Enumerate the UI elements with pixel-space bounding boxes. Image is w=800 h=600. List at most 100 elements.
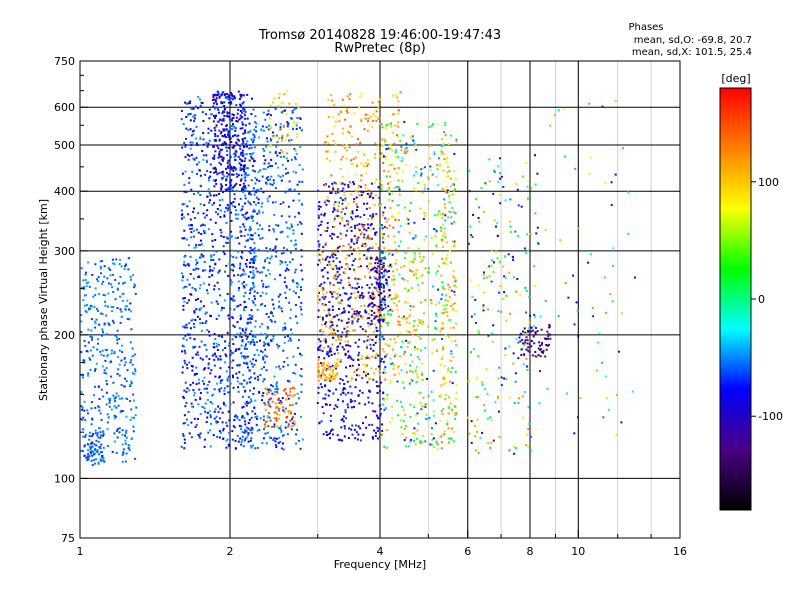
data-point <box>430 299 433 302</box>
data-point <box>411 370 414 373</box>
data-point <box>234 237 237 240</box>
data-point <box>445 394 448 396</box>
data-point <box>447 175 450 178</box>
data-point <box>212 145 215 148</box>
data-point <box>211 402 214 405</box>
data-point <box>449 319 452 321</box>
data-point <box>125 436 128 439</box>
data-point <box>87 449 90 452</box>
data-point <box>237 134 240 137</box>
data-point <box>380 325 383 328</box>
data-point <box>434 228 437 231</box>
data-point <box>239 93 242 96</box>
data-point <box>346 321 348 324</box>
data-point <box>274 247 277 250</box>
data-point <box>185 390 188 393</box>
data-point <box>268 225 271 228</box>
data-point <box>129 383 132 386</box>
data-point <box>89 446 92 449</box>
data-point <box>227 344 230 347</box>
data-point <box>338 120 341 123</box>
data-point <box>323 281 326 284</box>
data-point <box>236 217 239 220</box>
data-point <box>266 257 269 259</box>
data-point <box>114 334 117 337</box>
data-point <box>250 146 253 149</box>
data-point <box>190 224 193 226</box>
data-point <box>452 183 455 186</box>
data-point <box>448 194 451 197</box>
data-point <box>493 169 496 172</box>
data-point <box>358 258 361 261</box>
data-point <box>441 138 443 141</box>
data-point <box>437 443 440 446</box>
data-point <box>514 372 517 375</box>
data-point <box>357 354 360 357</box>
data-point <box>435 327 437 330</box>
data-point <box>445 175 448 178</box>
data-point <box>445 262 447 265</box>
data-point <box>393 278 396 281</box>
data-point <box>297 346 300 349</box>
data-point <box>254 399 257 402</box>
data-point <box>80 373 83 376</box>
data-point <box>242 110 245 113</box>
data-point <box>244 291 247 294</box>
data-point <box>250 234 253 237</box>
data-point <box>359 294 362 297</box>
data-point <box>270 175 273 178</box>
data-point <box>226 209 229 212</box>
data-point <box>377 417 380 420</box>
data-point <box>416 355 419 358</box>
data-point <box>257 234 260 237</box>
data-point <box>222 144 224 146</box>
data-point <box>401 170 404 173</box>
data-point <box>525 444 528 447</box>
data-point <box>257 201 260 204</box>
data-point <box>380 316 383 319</box>
data-point <box>80 449 83 452</box>
data-point <box>244 329 247 331</box>
data-point <box>528 350 531 353</box>
data-point <box>509 231 512 233</box>
data-point <box>375 336 377 338</box>
data-point <box>447 437 450 440</box>
data-point <box>291 395 294 398</box>
data-point <box>282 365 285 368</box>
data-point <box>225 93 228 95</box>
data-point <box>232 95 235 98</box>
data-point <box>427 325 429 328</box>
data-point <box>414 414 417 417</box>
data-point <box>132 430 135 433</box>
data-point <box>322 289 325 292</box>
data-point <box>280 430 283 433</box>
data-point <box>403 120 406 123</box>
data-point <box>387 249 390 252</box>
data-point <box>324 229 327 232</box>
data-point <box>340 158 343 161</box>
data-point <box>449 326 452 329</box>
data-point <box>256 349 259 352</box>
data-point <box>254 447 257 450</box>
data-point <box>424 186 427 189</box>
data-point <box>187 333 190 336</box>
data-point <box>355 203 358 206</box>
data-point <box>375 213 378 216</box>
data-point <box>279 128 282 131</box>
data-point <box>405 371 408 374</box>
data-point <box>112 290 115 293</box>
data-point <box>527 349 530 352</box>
data-point <box>420 301 423 304</box>
data-point <box>91 454 94 457</box>
data-point <box>105 314 108 317</box>
data-point <box>391 199 394 202</box>
data-point <box>498 410 500 413</box>
data-point <box>381 423 383 426</box>
data-point <box>376 271 378 274</box>
data-point <box>365 363 368 366</box>
data-point <box>616 393 618 396</box>
data-point <box>102 433 105 436</box>
data-point <box>440 393 443 396</box>
data-point <box>226 150 228 152</box>
data-point <box>364 172 367 175</box>
